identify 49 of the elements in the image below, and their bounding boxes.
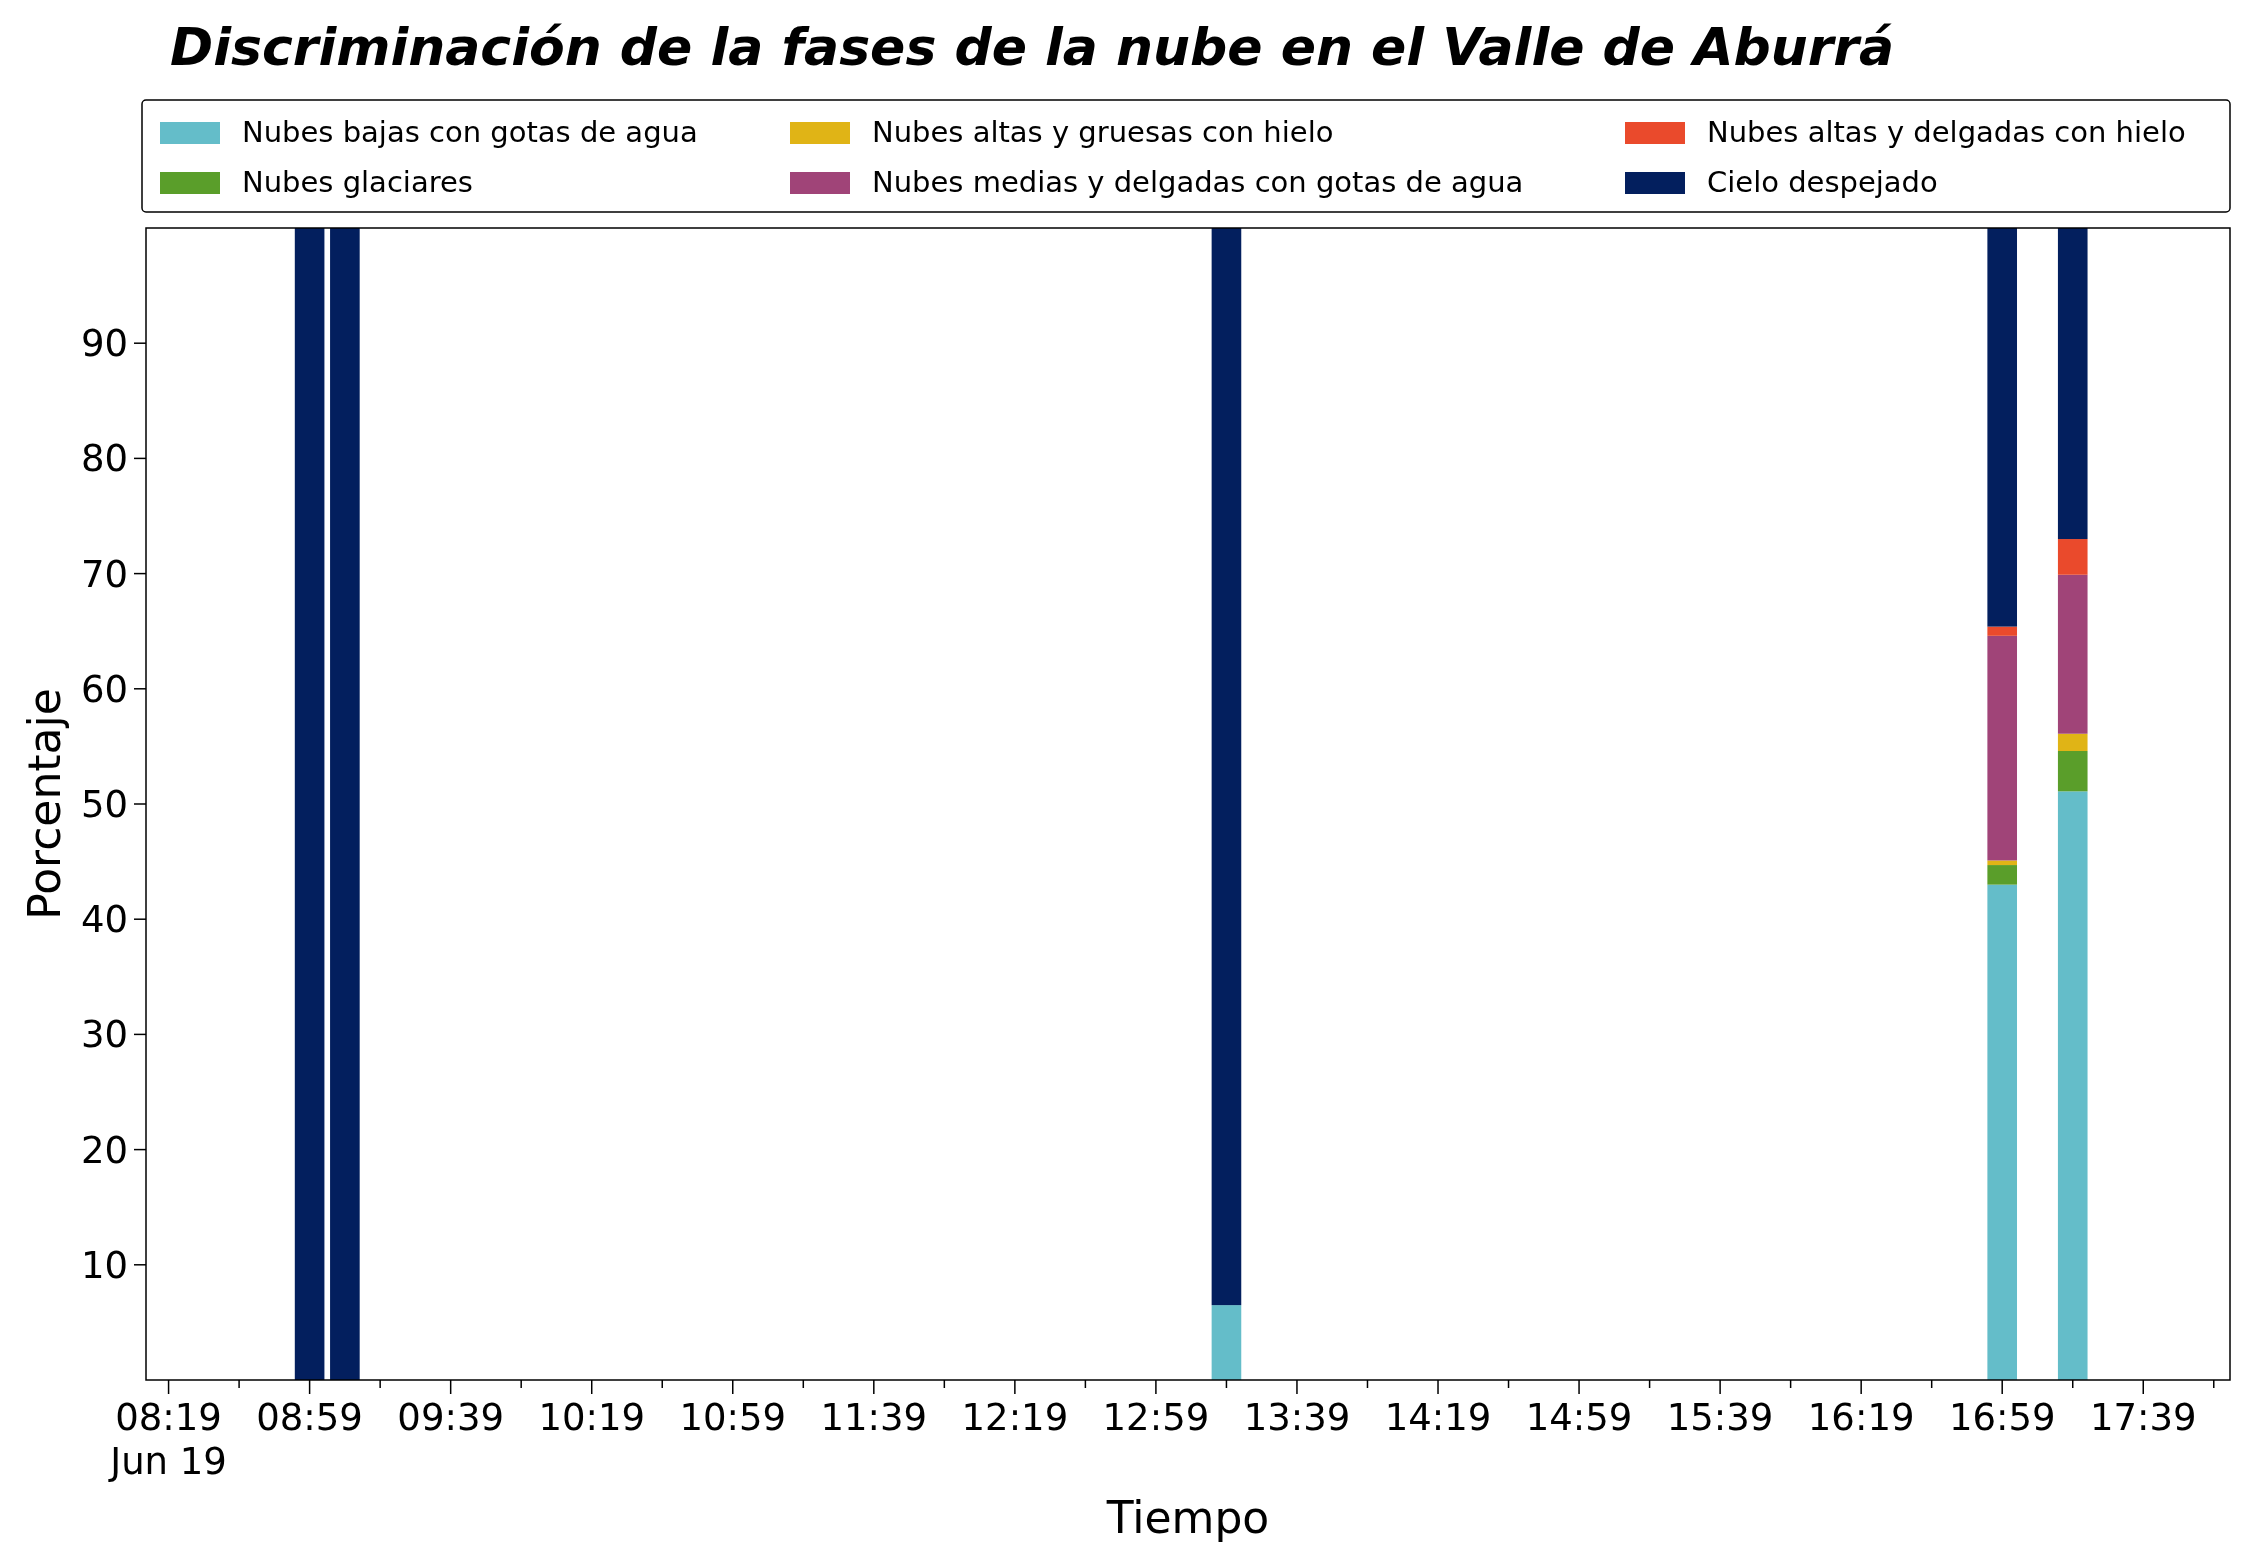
legend-label: Nubes bajas con gotas de agua: [242, 115, 698, 149]
x-tick-label: 13:39: [1243, 1396, 1351, 1439]
bar: [1987, 228, 2018, 627]
bar: [2057, 574, 2088, 734]
chart-title: Discriminación de la fases de la nube en el Valle de Aburrá: [170, 17, 1895, 77]
x-tick-label: 16:19: [1807, 1396, 1915, 1439]
x-tick-label: 11:39: [820, 1396, 928, 1439]
x-tick-label: 12:19: [961, 1396, 1069, 1439]
y-tick-label: 80: [80, 437, 128, 481]
legend-label: Nubes altas y delgadas con hielo: [1707, 115, 2186, 149]
bar: [2057, 733, 2088, 752]
legend-label: Nubes medias y delgadas con gotas de agua: [872, 165, 1524, 199]
bar: [1211, 228, 1242, 1306]
y-tick-label: 90: [80, 322, 128, 366]
y-tick-label: 30: [80, 1013, 128, 1057]
y-axis-title: Porcentaje: [19, 688, 70, 920]
y-tick-label: 70: [80, 552, 128, 596]
x-tick-label: 15:39: [1666, 1396, 1774, 1439]
legend-label: Nubes glaciares: [242, 165, 473, 199]
x-axis-title: Tiempo: [1105, 1492, 1270, 1543]
x-tick-label: 08:59: [256, 1396, 363, 1439]
legend-label: Nubes altas y gruesas con hielo: [872, 115, 1334, 149]
y-tick-label: 60: [80, 667, 128, 711]
bar: [330, 228, 360, 1380]
x-tick-label: 17:39: [2089, 1396, 2197, 1439]
y-tick-label: 40: [80, 898, 128, 942]
bar: [1987, 635, 2018, 861]
y-tick-label: 20: [80, 1128, 128, 1172]
y-tick-label: 50: [80, 783, 128, 826]
bar: [1211, 1305, 1242, 1380]
bar: [2057, 791, 2088, 1380]
x-tick-label: 09:39: [397, 1396, 504, 1439]
x-tick-label: 08:19 Jun 19: [108, 1396, 227, 1483]
bar: [1987, 860, 2018, 866]
y-tick-label: 10: [80, 1243, 128, 1287]
bar: [2057, 751, 2088, 792]
bar: [1987, 865, 2018, 885]
x-tick-label: 12:59: [1102, 1396, 1210, 1439]
bar: [1987, 884, 2018, 1380]
x-tick-label: 10:19: [538, 1396, 646, 1439]
bar: [1987, 626, 2018, 636]
legend-label: Cielo despejado: [1707, 165, 1938, 199]
bar: [2057, 228, 2088, 540]
x-tick-label: 14:19: [1384, 1396, 1492, 1439]
x-tick-label: 16:59: [1948, 1396, 2056, 1439]
bar: [294, 228, 325, 1380]
x-tick-label: 14:59: [1525, 1396, 1633, 1439]
bar: [2057, 539, 2088, 575]
x-tick-label: 10:59: [679, 1396, 787, 1439]
